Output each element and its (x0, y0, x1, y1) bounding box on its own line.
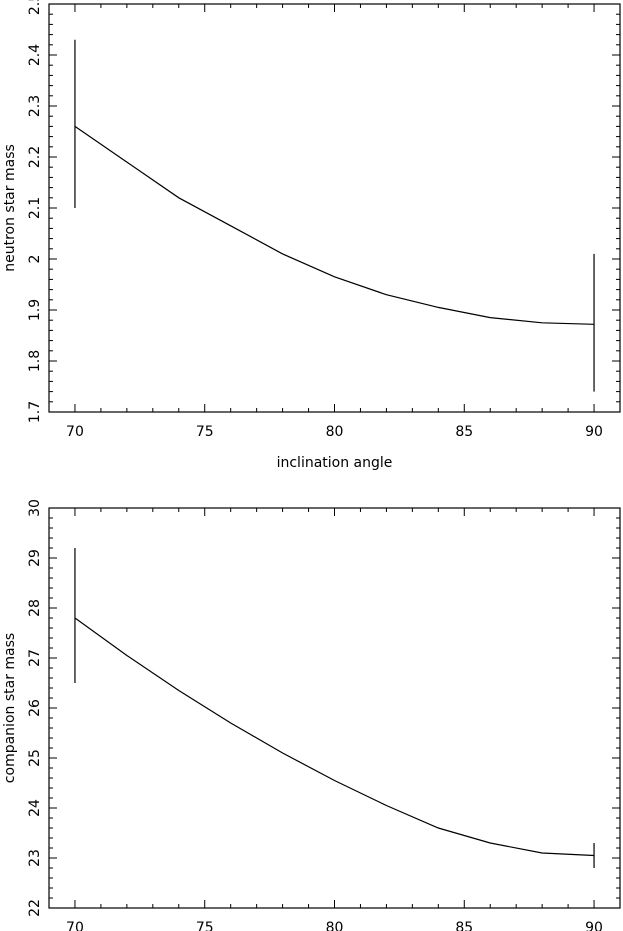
error-bars (74, 39, 595, 392)
series-line (74, 125, 595, 325)
y-tick-label: 23 (27, 849, 43, 867)
x-ticks: 70 75 80 85 90 (48, 4, 621, 440)
x-tick-label: 85 (455, 424, 473, 440)
x-ticks: 70 75 80 85 90 (48, 508, 621, 931)
y-tick-label: 2.2 (27, 146, 43, 168)
y-tick-label: 2.1 (27, 197, 43, 219)
x-tick-label: 85 (455, 920, 473, 931)
y-tick-label: 30 (27, 499, 43, 517)
y-ticks: 22 23 24 25 26 27 28 29 30 (27, 499, 620, 917)
series-line (74, 617, 595, 857)
x-tick-label: 80 (326, 920, 344, 931)
y-tick-label: 2.4 (27, 44, 43, 66)
plot-frame (48, 507, 621, 909)
y-axis-label: companion star mass (2, 633, 18, 783)
error-bars (74, 548, 595, 868)
companion-mass-panel: 70 75 80 85 90 22 23 24 25 26 27 28 29 30 companion … (2, 499, 621, 931)
y-tick-label: 25 (27, 749, 43, 767)
y-tick-label: 28 (27, 599, 43, 617)
x-tick-label: 80 (326, 424, 344, 440)
y-tick-label: 22 (27, 899, 43, 917)
y-tick-label: 27 (27, 649, 43, 667)
x-tick-label: 75 (196, 424, 214, 440)
x-axis-label: inclination angle (277, 455, 393, 471)
neutron-mass-panel: 70 75 80 85 90 1.7 1.8 1.9 2 2.1 2.2 2.3 2.4 2.5 inc… (2, 0, 621, 471)
y-tick-label: 2 (27, 255, 43, 264)
y-tick-label: 24 (27, 799, 43, 817)
x-tick-label: 75 (196, 920, 214, 931)
x-tick-label: 70 (66, 920, 84, 931)
y-tick-label: 2.5 (27, 0, 43, 15)
y-tick-label: 1.8 (27, 350, 43, 372)
y-tick-label: 2.3 (27, 95, 43, 117)
y-tick-label: 1.7 (27, 401, 43, 423)
y-tick-label: 29 (27, 549, 43, 567)
y-tick-label: 1.9 (27, 299, 43, 321)
x-tick-label: 90 (585, 424, 603, 440)
plot-frame (48, 3, 621, 413)
y-ticks: 1.7 1.8 1.9 2 2.1 2.2 2.3 2.4 2.5 (27, 0, 620, 423)
y-tick-label: 26 (27, 699, 43, 717)
y-axis-label: neutron star mass (2, 144, 18, 272)
x-tick-label: 70 (66, 424, 84, 440)
x-tick-label: 90 (585, 920, 603, 931)
